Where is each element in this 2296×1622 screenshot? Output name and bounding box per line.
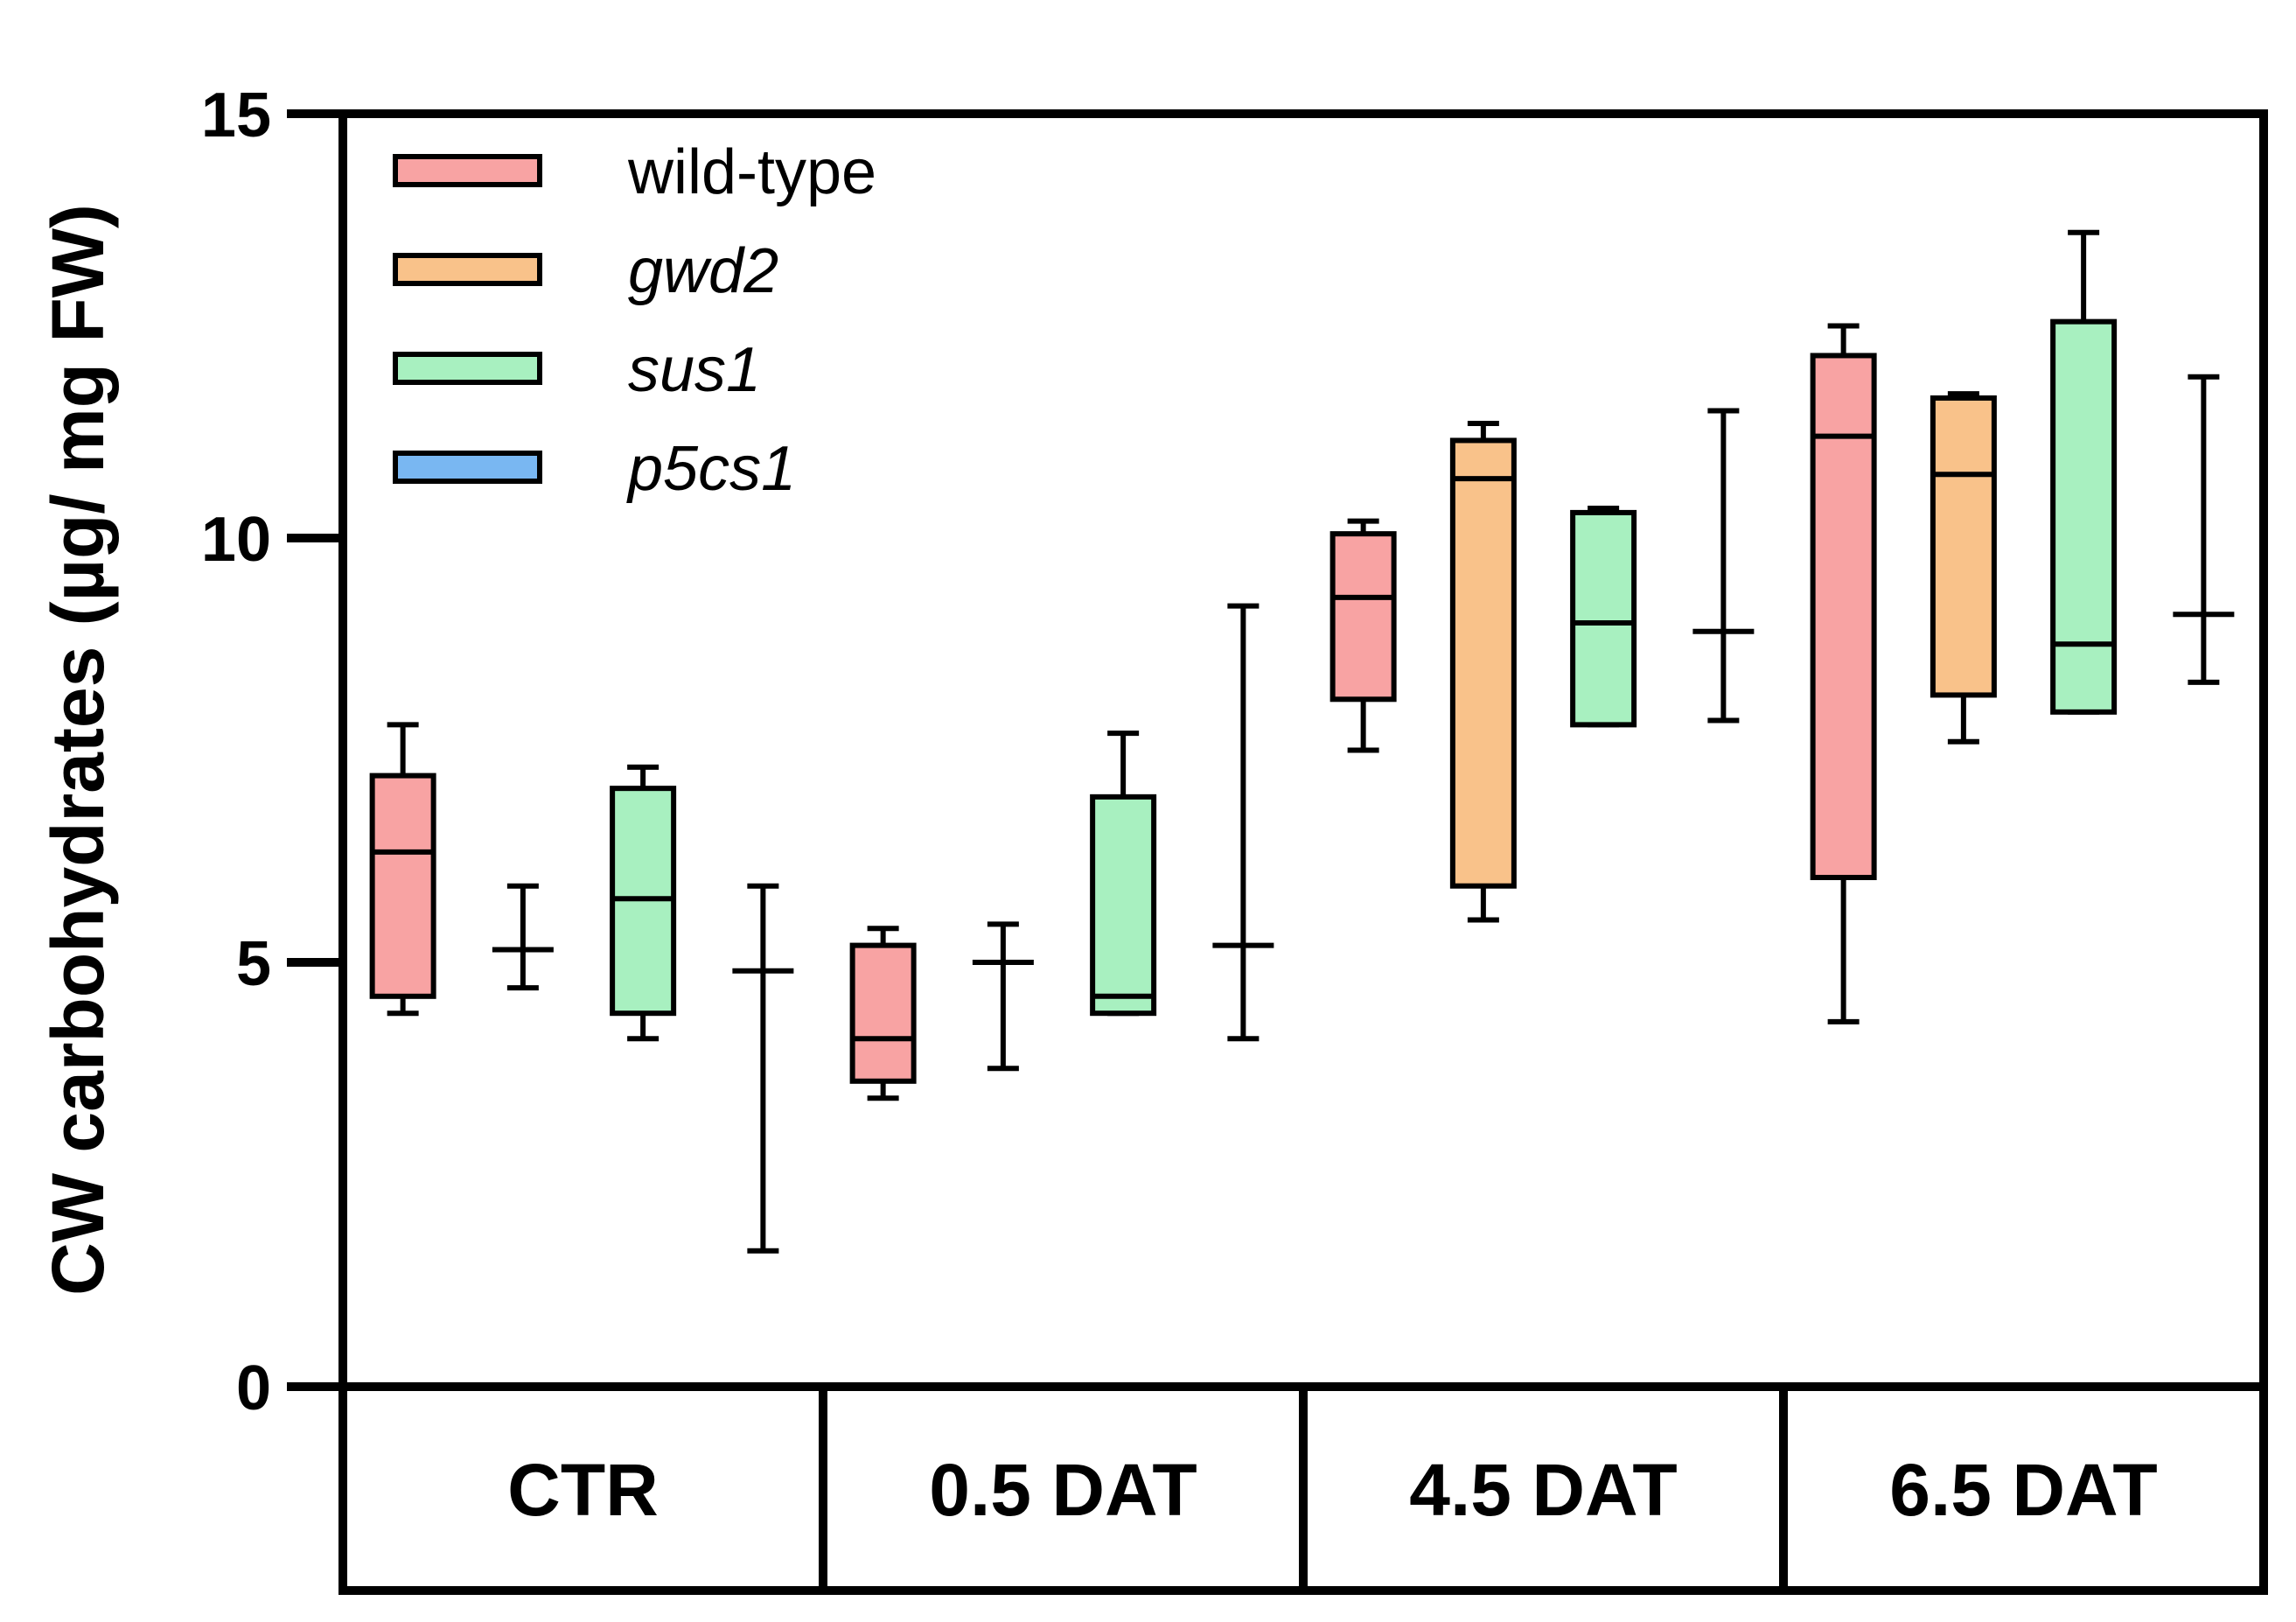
legend-swatch-sus1: [393, 352, 542, 385]
category-label-4-5-dat: 4.5 DAT: [1409, 1449, 1678, 1531]
y-tick-label-0: 0: [236, 1353, 271, 1423]
box-iqr: [1810, 353, 1877, 880]
box-wild-type-6-5-dat: [1810, 323, 1877, 1024]
box-wild-type-4-5-dat: [1329, 518, 1397, 753]
box-gwd2-4-5-dat: [1449, 421, 1517, 923]
box-p5cs1-6-5-dat: [2173, 374, 2235, 685]
y-tick-label-5: 5: [236, 929, 271, 999]
box-iqr: [369, 773, 436, 999]
legend-label-sus1: sus1: [628, 335, 761, 405]
category-label-ctr: CTR: [507, 1449, 659, 1531]
y-tick-label-15: 15: [201, 80, 271, 150]
box-series: [369, 229, 2235, 1254]
category-label-6-5-dat: 6.5 DAT: [1889, 1449, 2158, 1531]
box-iqr: [849, 942, 917, 1084]
box-iqr: [1570, 509, 1637, 728]
box-wild-type-0-5-dat: [849, 926, 917, 1101]
box-sus1-6-5-dat: [2050, 229, 2118, 715]
y-axis-title: CW carbohydrates (µg/ mg FW): [37, 204, 119, 1296]
box-iqr: [1090, 794, 1157, 1017]
category-axis: CTR 0.5 DAT 4.5 DAT 6.5 DAT: [338, 1382, 2268, 1595]
box-gwd2-0-5-dat: [972, 921, 1034, 1072]
box-iqr: [1930, 395, 1997, 698]
box-gwd2-6-5-dat: [1930, 391, 1997, 745]
legend-swatch-gwd2: [393, 253, 542, 286]
y-axis: 0 5 10 15: [201, 80, 343, 1423]
box-sus1-ctr: [610, 764, 677, 1042]
legend-swatch-wild-type: [393, 154, 542, 187]
legend: wild-type gwd2 sus1 p5cs1: [393, 137, 876, 504]
box-sus1-0-5-dat: [1090, 731, 1157, 1017]
y-tick-label-10: 10: [201, 505, 271, 575]
legend-label-gwd2: gwd2: [628, 236, 778, 306]
box-iqr: [1449, 437, 1517, 889]
box-iqr: [1329, 531, 1397, 703]
legend-label-p5cs1: p5cs1: [626, 434, 796, 504]
box-p5cs1-ctr: [732, 883, 794, 1254]
box-p5cs1-0-5-dat: [1212, 603, 1274, 1042]
legend-label-wild-type: wild-type: [627, 137, 876, 207]
box-p5cs1-4-5-dat: [1692, 408, 1755, 724]
box-wild-type-ctr: [369, 722, 436, 1017]
box-iqr: [2050, 318, 2118, 715]
box-sus1-4-5-dat: [1570, 506, 1637, 728]
legend-swatch-p5cs1: [393, 451, 542, 484]
box-gwd2-ctr: [492, 883, 554, 991]
category-label-0-5-dat: 0.5 DAT: [929, 1449, 1197, 1531]
